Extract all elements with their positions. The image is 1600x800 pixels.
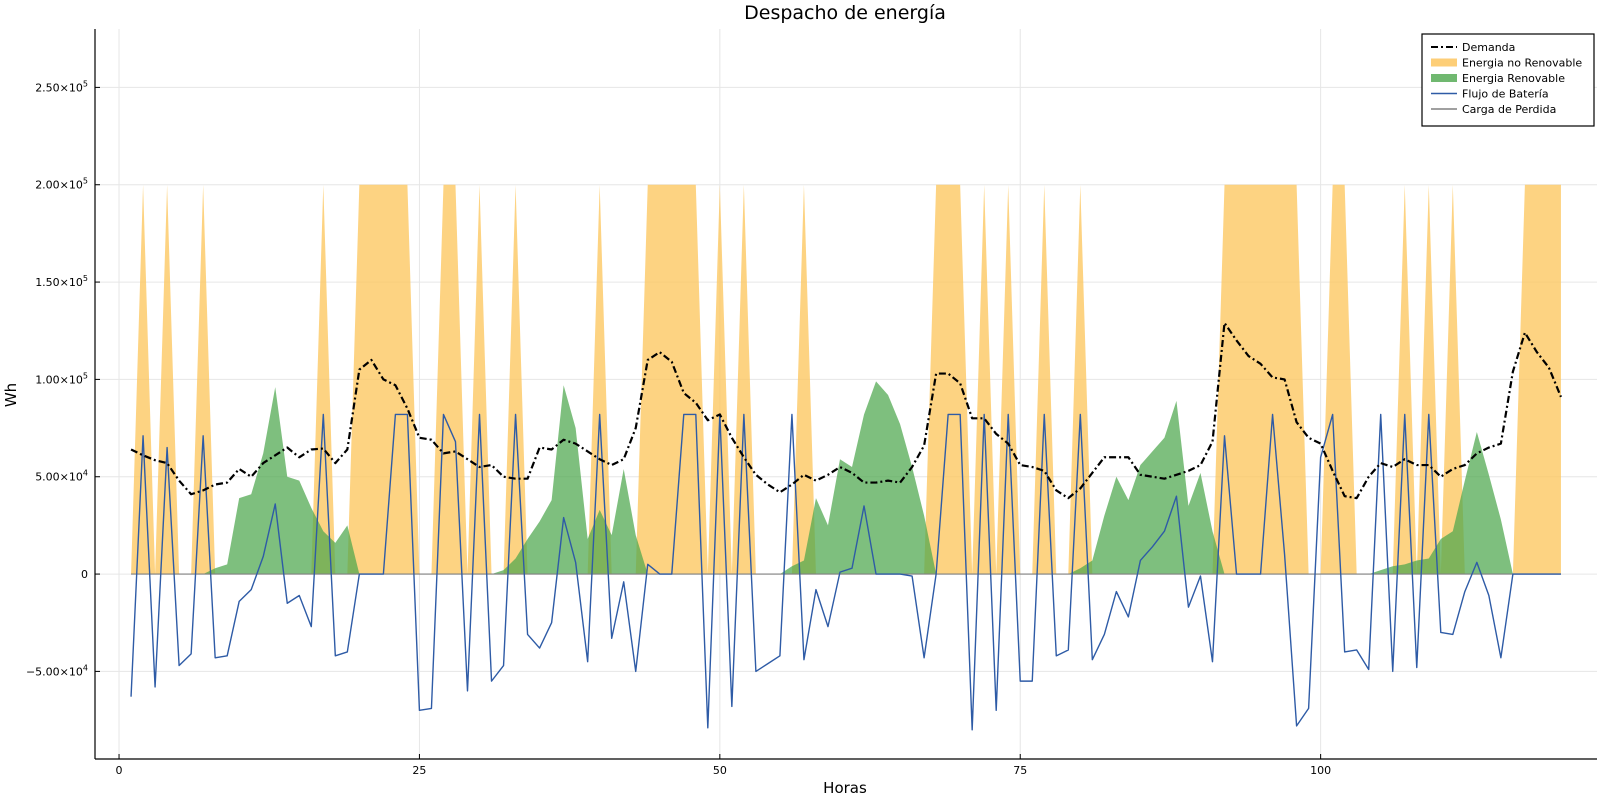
x-tick-label: 0: [116, 764, 123, 777]
y-tick-label: 1.00×105: [35, 371, 88, 386]
legend-entry: Energia Renovable: [1462, 72, 1565, 85]
area-energia-no-renovable: [131, 184, 1561, 575]
y-tick-label: 0: [81, 568, 88, 581]
y-axis-label: Wh: [2, 383, 20, 407]
line-demanda: [130, 321, 1562, 500]
legend-swatch: [1431, 74, 1457, 82]
y-tick-label: 2.50×105: [35, 79, 88, 94]
x-axis-label: Horas: [823, 779, 867, 797]
x-tick-label: 25: [412, 764, 426, 777]
series-flujo-de-bateria: [130, 413, 1561, 731]
area-energia-renovable: [131, 381, 1561, 575]
x-tick-label: 75: [1013, 764, 1027, 777]
x-tick-label: 50: [713, 764, 727, 777]
series-energia-renovable: [131, 381, 1561, 575]
plot-area: [130, 184, 1562, 731]
y-tick-label: 1.50×105: [35, 274, 88, 289]
series-demanda: [130, 321, 1562, 500]
chart-title: Despacho de energía: [744, 2, 946, 24]
tick-labels: 0 25 50 75 100 −5.00×104 0 5.00×104 1.00×105 1.50…: [26, 79, 1331, 777]
axes: [94, 29, 1597, 760]
legend-entry: Energia no Renovable: [1462, 57, 1582, 70]
legend-entry: Demanda: [1462, 41, 1515, 54]
y-tick-label: −5.00×104: [26, 663, 88, 678]
y-tick-label: 2.00×105: [35, 177, 88, 192]
y-tick-label: 5.00×104: [35, 469, 88, 484]
x-tick-label: 100: [1310, 764, 1331, 777]
legend-entry: Flujo de Batería: [1462, 88, 1549, 101]
legend-swatch: [1431, 58, 1457, 67]
series-energia-no-renovable: [131, 184, 1561, 575]
legend-entry: Carga de Perdida: [1462, 103, 1556, 116]
line-flujo-de-bateria: [130, 413, 1561, 731]
legend: Demanda Energia no Renovable Energia Renov…: [1421, 33, 1595, 127]
